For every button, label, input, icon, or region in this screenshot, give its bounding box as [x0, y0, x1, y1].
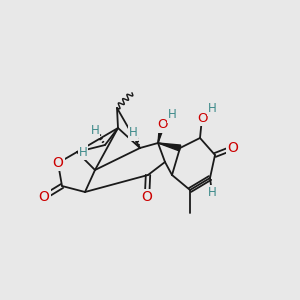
Text: H: H [91, 124, 99, 136]
Text: H: H [79, 146, 87, 158]
Polygon shape [158, 143, 181, 151]
Text: O: O [197, 112, 207, 124]
Text: H: H [129, 127, 137, 140]
Text: H: H [208, 101, 216, 115]
Text: O: O [52, 156, 63, 170]
Text: O: O [39, 190, 50, 204]
Text: O: O [157, 118, 167, 131]
Text: O: O [228, 141, 238, 155]
Text: H: H [168, 109, 176, 122]
Polygon shape [158, 124, 164, 143]
Text: O: O [142, 190, 152, 204]
Text: H: H [208, 187, 216, 200]
